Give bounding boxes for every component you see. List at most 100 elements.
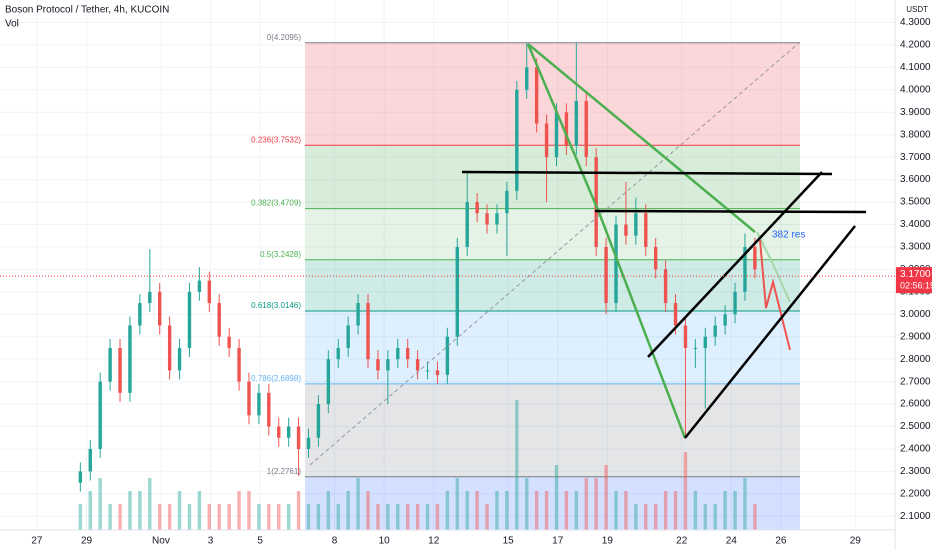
candle-body xyxy=(267,392,271,427)
candle-body xyxy=(356,303,360,326)
volume-bar xyxy=(525,478,529,530)
volume-bar xyxy=(167,504,172,530)
candle-body xyxy=(227,336,231,348)
volume-bar xyxy=(98,478,102,530)
candles xyxy=(78,42,757,492)
candle-body xyxy=(98,381,102,449)
volume-bar xyxy=(723,491,727,530)
volume-bar xyxy=(197,491,202,530)
x-tick-label: 29 xyxy=(81,536,93,547)
annotation: 382 res xyxy=(772,230,805,241)
volume-bar xyxy=(148,478,152,530)
volume-bar xyxy=(207,504,212,530)
fib-label: 0(4.2095) xyxy=(267,33,302,42)
candle-body xyxy=(237,347,241,382)
y-tick-label: 3.5000 xyxy=(900,197,931,208)
resistance-line xyxy=(461,170,833,176)
candle-body xyxy=(415,359,420,371)
x-tick-label: 10 xyxy=(379,536,391,547)
candle-body xyxy=(425,370,430,372)
fib-label: 0.5(3.2428) xyxy=(260,250,301,259)
volume-bar xyxy=(187,504,192,530)
green-trend-line xyxy=(527,43,756,233)
y-tick-label: 4.3000 xyxy=(900,17,931,28)
volume-bar xyxy=(435,504,440,530)
candle-body xyxy=(158,291,162,326)
volume-bar xyxy=(445,491,450,530)
candle-body xyxy=(554,112,559,158)
volume-bar xyxy=(415,504,420,530)
fib-label: 0.236(3.7532) xyxy=(251,135,301,144)
candle-body xyxy=(396,347,400,360)
channel-line xyxy=(647,171,823,358)
x-tick-label: 24 xyxy=(726,536,738,547)
candle-body xyxy=(277,426,281,438)
candle-body xyxy=(693,347,698,349)
candle-body xyxy=(445,336,450,375)
y-tick-label: 2.9000 xyxy=(900,331,931,342)
x-tick-label: 15 xyxy=(503,536,515,547)
candle-body xyxy=(217,303,221,337)
volume-bar xyxy=(78,504,83,530)
candle-body xyxy=(128,325,132,393)
fib-zone xyxy=(305,259,800,312)
volume-bar xyxy=(356,478,360,530)
candle-body xyxy=(604,246,608,304)
volume-bar xyxy=(634,504,638,530)
volume-bar xyxy=(227,504,231,530)
currency: USDT xyxy=(906,5,928,14)
fib-zone xyxy=(305,208,800,260)
volume-bar xyxy=(733,491,737,530)
volume-bar xyxy=(108,504,112,530)
x-tick-label: 19 xyxy=(602,536,614,547)
volume-bar xyxy=(465,491,469,530)
candle-body xyxy=(753,246,757,270)
candle-body xyxy=(138,303,142,326)
volume-bar xyxy=(405,504,410,530)
fib-label: 0.618(3.0146) xyxy=(251,301,301,310)
y-tick-label: 2.4000 xyxy=(900,444,931,455)
candle-body xyxy=(346,325,350,348)
green-projection xyxy=(756,231,791,303)
volume-bar xyxy=(703,504,707,530)
y-tick-label: 3.6000 xyxy=(900,174,931,185)
x-tick-label: 26 xyxy=(775,536,787,547)
candle-body xyxy=(108,347,112,382)
volume-bar xyxy=(425,504,430,530)
candle-body xyxy=(257,392,261,416)
volume-bar xyxy=(316,504,321,530)
candle-body xyxy=(286,426,291,438)
candle-body xyxy=(207,280,212,304)
candle-body xyxy=(594,157,598,247)
candle-body xyxy=(435,370,440,375)
x-tick-label: 17 xyxy=(552,536,564,547)
candle-body xyxy=(683,325,688,348)
candle-body xyxy=(306,437,311,449)
volume-bar xyxy=(336,504,340,530)
y-tick-label: 4.0000 xyxy=(900,84,931,95)
volume-bar xyxy=(326,491,331,530)
subtitle: Vol xyxy=(5,19,19,30)
volume-bar xyxy=(286,504,291,530)
candle-body xyxy=(148,291,152,304)
volume-bar xyxy=(366,491,370,530)
candle-body xyxy=(564,112,569,146)
candle-body xyxy=(465,202,469,247)
fib-trend-line xyxy=(309,41,801,466)
fib-zone xyxy=(305,145,800,209)
candle-body xyxy=(534,67,539,124)
y-tick-label: 3.0000 xyxy=(900,309,931,320)
volume-bar xyxy=(306,504,311,530)
y-tick-label: 2.6000 xyxy=(900,399,931,410)
candle-body xyxy=(614,224,618,304)
candle-body xyxy=(316,404,321,438)
chart-title: Boson Protocol / Tether, 4h, KUCOIN xyxy=(5,5,169,16)
volume-bar xyxy=(128,491,132,530)
y-tick-label: 3.7000 xyxy=(900,152,931,163)
candle-body xyxy=(197,280,202,292)
volume-bar xyxy=(118,504,122,530)
candle-body xyxy=(733,291,737,315)
